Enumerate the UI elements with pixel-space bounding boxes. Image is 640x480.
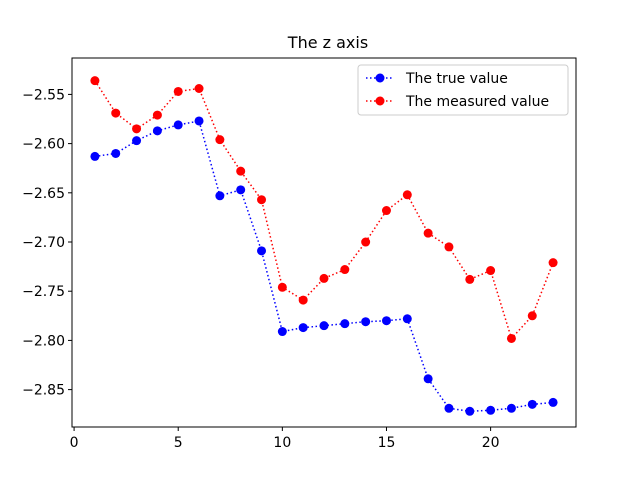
data-point-the-measured-value — [132, 124, 142, 134]
axes: 0 5 10 15 20 −2.55 −2.60 −2.65 −2.70 −2.75 −2.80 −2… — [22, 87, 499, 451]
data-point-the-true-value — [340, 319, 350, 329]
data-point-the-measured-value — [215, 135, 225, 145]
data-point-the-true-value — [173, 120, 183, 130]
x-tick-label: 0 — [70, 435, 79, 451]
data-point-the-measured-value — [423, 228, 433, 238]
chart-title: The z axis — [287, 33, 368, 52]
data-point-the-true-value — [402, 314, 412, 324]
data-point-the-true-value — [444, 403, 454, 413]
data-point-the-true-value — [257, 246, 267, 256]
data-point-the-true-value — [236, 185, 246, 195]
y-tick-label: −2.85 — [22, 383, 65, 399]
x-tick-label: 5 — [174, 435, 183, 451]
data-point-the-true-value — [298, 323, 308, 333]
x-tick-label: 15 — [378, 435, 396, 451]
data-point-the-true-value — [215, 191, 225, 201]
legend-marker-the-true-value — [375, 73, 385, 83]
legend-label-the-measured-value: The measured value — [405, 94, 549, 110]
data-point-the-true-value — [111, 148, 121, 158]
data-point-the-measured-value — [319, 273, 329, 283]
data-point-the-measured-value — [173, 86, 183, 96]
data-point-the-true-value — [90, 151, 100, 161]
y-tick-label: −2.75 — [22, 284, 65, 300]
data-point-the-measured-value — [465, 274, 475, 284]
data-point-the-true-value — [548, 397, 558, 407]
data-point-the-true-value — [506, 403, 516, 413]
data-point-the-measured-value — [236, 166, 246, 176]
y-tick-label: −2.55 — [22, 87, 65, 103]
data-point-the-true-value — [319, 321, 329, 331]
data-point-the-measured-value — [548, 258, 558, 268]
data-point-the-measured-value — [257, 195, 267, 205]
data-point-the-measured-value — [402, 190, 412, 200]
legend-marker-the-measured-value — [375, 96, 385, 106]
data-point-the-measured-value — [381, 206, 391, 216]
y-tick-label: −2.80 — [22, 333, 65, 349]
plot-area — [90, 76, 558, 416]
data-point-the-measured-value — [152, 110, 162, 120]
y-tick-label: −2.60 — [22, 137, 65, 153]
data-point-the-measured-value — [486, 266, 496, 276]
legend-box — [357, 64, 569, 116]
data-point-the-true-value — [277, 327, 287, 337]
data-point-the-measured-value — [90, 76, 100, 86]
data-point-the-true-value — [465, 406, 475, 416]
data-point-the-true-value — [361, 317, 371, 327]
data-point-the-measured-value — [340, 265, 350, 275]
data-point-the-measured-value — [194, 84, 204, 94]
data-point-the-measured-value — [444, 242, 454, 252]
data-point-the-true-value — [194, 116, 204, 126]
x-tick-label: 10 — [273, 435, 291, 451]
data-point-the-measured-value — [361, 237, 371, 247]
data-point-the-true-value — [132, 136, 142, 146]
data-point-the-measured-value — [506, 333, 516, 343]
data-point-the-true-value — [152, 126, 162, 136]
legend-label-the-true-value: The true value — [405, 71, 508, 87]
data-point-the-true-value — [381, 316, 391, 326]
data-point-the-true-value — [423, 374, 433, 384]
data-point-the-measured-value — [298, 295, 308, 305]
data-point-the-true-value — [527, 399, 537, 409]
data-point-the-true-value — [486, 405, 496, 415]
legend: The true value The measured value — [357, 64, 569, 116]
x-tick-label: 20 — [482, 435, 500, 451]
data-point-the-measured-value — [111, 108, 121, 118]
data-point-the-measured-value — [527, 311, 537, 321]
data-point-the-measured-value — [277, 282, 287, 292]
y-tick-label: −2.65 — [22, 186, 65, 202]
y-tick-label: −2.70 — [22, 235, 65, 251]
